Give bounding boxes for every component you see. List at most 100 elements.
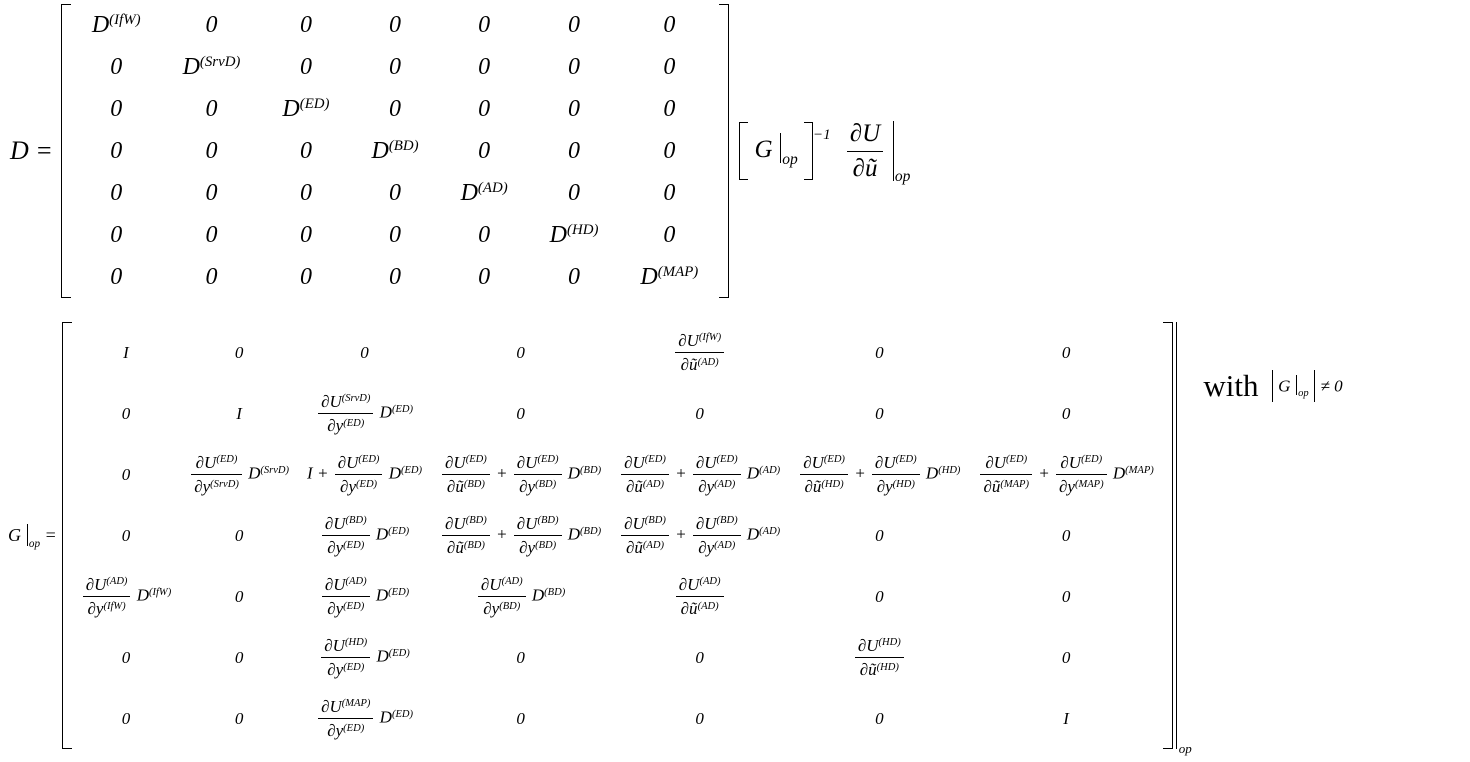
G-inverse-gradient-term: G op −1 ∂U ∂ũ op	[739, 118, 910, 184]
matrix-cell-r7-c2: 0	[234, 708, 244, 728]
matrix-cell-r4-c4: ∂U(BD) ∂ũ(BD) + ∂U(BD) ∂y(BD) D(BD)	[431, 505, 610, 566]
matrix-row-4: 0 0 0 D(BD) 0 0 0	[71, 130, 719, 172]
matrix-cell-r6-c6: D(HD)	[549, 221, 599, 248]
matrix-cell-r2-c3: ∂U(SrvD) ∂y(ED) D(ED)	[298, 383, 431, 444]
matrix-cell-r3-c6: ∂U(ED) ∂ũ(HD) + ∂U(ED) ∂y(HD) D(HD)	[789, 444, 969, 505]
matrix-cell-r3-c3: I + ∂U(ED) ∂y(ED) D(ED)	[307, 452, 423, 496]
matrix-cell-r1-c3: 0	[299, 11, 312, 38]
matrix-cell-r2-c6: 0	[875, 403, 884, 423]
matrix-row-6: 0 0 0 0 0 D(HD) 0	[71, 214, 719, 256]
matrix-cell-r6-c4: 0	[516, 647, 525, 667]
matrix-cell-r1-c5: 0	[478, 11, 491, 38]
matrix-cell-r1-c5: ∂U(IfW) ∂ũ(AD)	[610, 322, 789, 383]
matrix-row-3: 0 0 D(ED) 0 0 0 0	[71, 88, 719, 130]
right-bracket	[1162, 322, 1173, 749]
matrix-row-1: I 0 0 0 ∂U(IfW) ∂ũ(AD) 0 0	[72, 322, 1163, 383]
matrix-cell-r7-c1: 0	[110, 263, 123, 290]
matrix-cell-r5-c4: 0	[389, 179, 402, 206]
determinant-condition: G op ≠ 0	[1271, 369, 1343, 403]
matrix-cell-r3-c6: 0	[568, 95, 581, 122]
matrix-cell-r2-c2: D(SrvD)	[182, 53, 241, 80]
matrix-cell-r4-c6: 0	[568, 137, 581, 164]
matrix-cell-r4-c6: 0	[875, 525, 884, 545]
matrix-cell-r4-c4: D(BD)	[371, 137, 419, 164]
matrix-row-2: 0 I ∂U(SrvD) ∂y(ED) D(ED) 0 0 0 0	[72, 383, 1163, 444]
matrix-cell-r7-c3: ∂U(MAP) ∂y(ED) D(ED)	[298, 688, 431, 749]
G-matrix-body: I 0 0 0 ∂U(IfW) ∂ũ(AD) 0 0 0 I ∂U(SrvD) ∂y(ED) D(ED…	[72, 322, 1163, 749]
D-block-diagonal-matrix: D(IfW) 0 0 0 0 0 0 0 D(SrvD) 0 0 0 0 0 0 0 D(ED) 0 0 0 0 0 0 0 D…	[60, 4, 730, 298]
matrix-cell-r1-c4: 0	[389, 11, 402, 38]
matrix-cell-r4-c1: 0	[121, 525, 131, 545]
matrix-cell-r5-c1: 0	[110, 179, 123, 206]
matrix-cell-r3-c7: 0	[663, 95, 676, 122]
matrix-cell-r6-c6: ∂U(HD) ∂ũ(HD)	[789, 627, 969, 688]
matrix-cell-r5-c3: 0	[299, 179, 312, 206]
matrix-cell-r2-c1: 0	[121, 403, 131, 423]
matrix-cell-r1-c7: 0	[663, 11, 676, 38]
matrix-cell-r5-c3: ∂U(AD) ∂y(ED) D(ED)	[298, 566, 431, 627]
matrix-cell-r1-c1: I	[123, 342, 129, 362]
matrix-cell-r4-c7: 0	[1061, 525, 1071, 545]
matrix-cell-r7-c5: 0	[695, 708, 704, 728]
matrix-cell-r4-c5: 0	[478, 137, 491, 164]
matrix-cell-r3-c2: ∂U(ED) ∂y(SrvD) D(SrvD)	[180, 444, 298, 505]
matrix-cell-r4-c2: 0	[205, 137, 218, 164]
matrix-cell-r7-c3: 0	[299, 263, 312, 290]
matrix-cell-r7-c6: 0	[875, 708, 884, 728]
matrix-cell-r6-c5: 0	[695, 647, 704, 667]
matrix-cell-r6-c1: 0	[110, 221, 123, 248]
G-inverse-bracket-group: G op	[739, 122, 813, 180]
matrix-cell-r7-c4: 0	[516, 708, 525, 728]
matrix-row-5: ∂U(AD) ∂y(IfW) D(IfW) 0 ∂U(AD) ∂y(ED) D(ED) ∂…	[72, 566, 1163, 627]
equation-D-lhs: D =	[10, 136, 53, 165]
matrix-cell-r6-c7: 0	[1061, 647, 1071, 667]
gradient-term: ∂U ∂ũ op	[845, 120, 910, 184]
matrix-cell-r2-c7: 0	[1061, 403, 1071, 423]
matrix-cell-r3-c4: ∂U(ED) ∂ũ(BD) + ∂U(ED) ∂y(BD) D(BD)	[431, 444, 610, 505]
matrix-cell-r7-c7: I	[1063, 708, 1069, 728]
matrix-cell-r1-c7: 0	[1061, 342, 1071, 362]
matrix-cell-r6-c3: ∂U(HD) ∂y(ED) D(ED)	[298, 627, 431, 688]
matrix-cell-r5-c5: ∂U(AD) ∂ũ(AD)	[610, 566, 789, 627]
matrix-cell-r3-c3: D(ED)	[282, 95, 330, 122]
matrix-cell-r4-c2: 0	[234, 525, 244, 545]
matrix-cell-r2-c1: 0	[110, 53, 123, 80]
matrix-cell-r6-c2: 0	[234, 647, 244, 667]
matrix-row-7: 0 0 0 0 0 0 D(MAP)	[71, 256, 719, 298]
equation-D: D = D(IfW) 0 0 0 0 0 0 0 D(SrvD) 0 0 0 0 0 0 0 D(ED) 0 0 0 0…	[10, 4, 910, 298]
matrix-cell-r2-c7: 0	[663, 53, 676, 80]
left-bracket	[60, 4, 71, 298]
matrix-cell-r6-c1: 0	[121, 647, 131, 667]
matrix-cell-r3-c5: 0	[478, 95, 491, 122]
matrix-cell-r2-c6: 0	[568, 53, 581, 80]
equation-G-lhs: G op =	[8, 524, 57, 550]
with-condition: with G op ≠ 0	[1203, 368, 1342, 404]
matrix-cell-r1-c6: 0	[875, 342, 884, 362]
matrix-cell-r5-c1: ∂U(AD) ∂y(IfW) D(IfW)	[72, 566, 181, 627]
left-bracket	[61, 322, 72, 749]
matrix-cell-r3-c4: 0	[389, 95, 402, 122]
matrix-cell-r2-c5: 0	[478, 53, 491, 80]
matrix-cell-r7-c6: 0	[568, 263, 581, 290]
matrix-cell-r5-c5: D(AD)	[460, 179, 508, 206]
matrix-cell-r2-c3: 0	[299, 53, 312, 80]
right-bracket	[719, 4, 730, 298]
matrix-cell-r4-c3: ∂U(BD) ∂y(ED) D(ED)	[298, 505, 431, 566]
matrix-cell-r1-c3: 0	[360, 342, 369, 362]
matrix-cell-r5-c7: 0	[1061, 586, 1071, 606]
matrix-cell-r4-c1: 0	[110, 137, 123, 164]
matrix-cell-r3-c2: 0	[205, 95, 218, 122]
matrix-cell-r7-c2: 0	[205, 263, 218, 290]
matrix-cell-r3-c5: ∂U(ED) ∂ũ(AD) + ∂U(ED) ∂y(AD) D(AD)	[610, 444, 789, 505]
matrix-cell-r7-c5: 0	[478, 263, 491, 290]
matrix-cell-r7-c7: D(MAP)	[640, 263, 699, 290]
matrix-cell-r4-c5: ∂U(BD) ∂ũ(AD) + ∂U(BD) ∂y(AD) D(AD)	[610, 505, 789, 566]
matrix-cell-r5-c2: 0	[234, 586, 244, 606]
matrix-cell-r3-c1: 0	[121, 464, 131, 484]
matrix-cell-r3-c7: ∂U(ED) ∂ũ(MAP) + ∂U(ED) ∂y(MAP) D(MAP)	[969, 444, 1162, 505]
matrix-row-5: 0 0 0 0 D(AD) 0 0	[71, 172, 719, 214]
matrix-cell-r7-c1: 0	[121, 708, 131, 728]
matrix-cell-r5-c7: 0	[663, 179, 676, 206]
matrix-cell-r2-c4: 0	[389, 53, 402, 80]
